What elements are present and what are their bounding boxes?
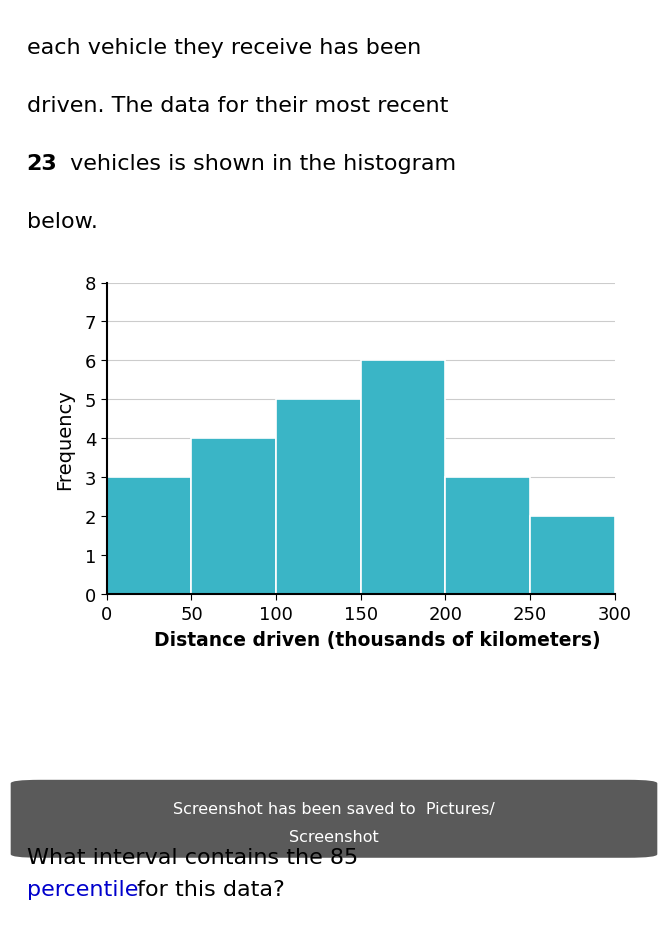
Text: each vehicle they receive has been: each vehicle they receive has been: [27, 38, 421, 58]
Bar: [530, 517, 615, 595]
Bar: [361, 362, 446, 595]
Bar: [446, 478, 530, 595]
Bar: [107, 478, 192, 595]
Bar: [192, 439, 276, 595]
Text: 23: 23: [27, 154, 57, 174]
Text: percentile: percentile: [27, 879, 138, 899]
Text: Screenshot: Screenshot: [289, 829, 379, 844]
Text: below.: below.: [27, 212, 98, 232]
FancyBboxPatch shape: [11, 780, 657, 858]
Text: for this data?: for this data?: [130, 879, 285, 899]
Text: Distance driven (thousands of kilometers): Distance driven (thousands of kilometers…: [154, 631, 601, 649]
Text: Screenshot has been saved to  Pictures/: Screenshot has been saved to Pictures/: [173, 801, 495, 816]
Text: vehicles is shown in the histogram: vehicles is shown in the histogram: [63, 154, 457, 174]
Text: driven. The data for their most recent: driven. The data for their most recent: [27, 95, 448, 116]
Bar: [276, 400, 361, 595]
Text: What interval contains the 85: What interval contains the 85: [27, 847, 358, 867]
Y-axis label: Frequency: Frequency: [55, 389, 74, 489]
